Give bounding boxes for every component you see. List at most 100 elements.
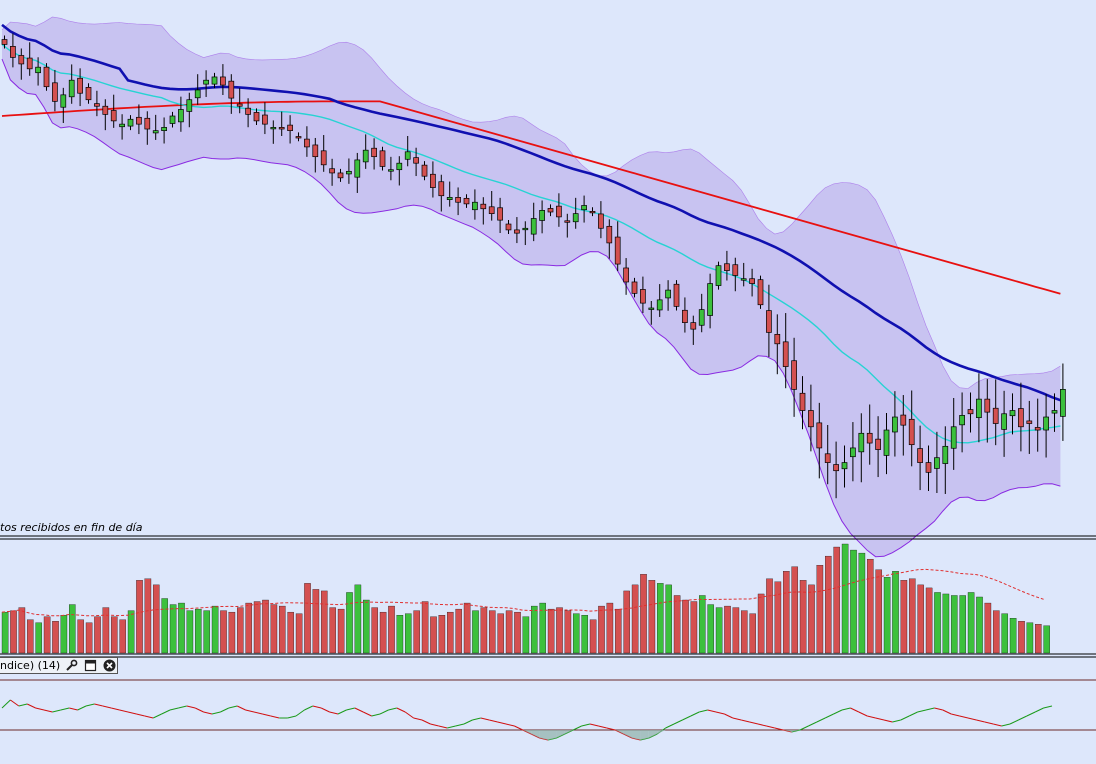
indicator-line-segment (169, 707, 179, 711)
volume-bar-up (346, 592, 353, 654)
candle-down (1018, 408, 1024, 428)
candle-down (925, 462, 932, 473)
wrench-icon (66, 659, 78, 671)
settings-button[interactable] (64, 659, 79, 672)
volume-bar-down (119, 619, 126, 654)
volume-bar-up (892, 571, 899, 654)
candle-up (1001, 413, 1007, 430)
candle-up (472, 201, 478, 211)
indicator-line-segment (589, 723, 599, 727)
indicator-line-segment (993, 723, 1002, 727)
volume-bar-up (715, 607, 723, 654)
volume-bar-up (581, 615, 588, 654)
indicator-panel (0, 679, 1096, 741)
indicator-line-segment (111, 707, 120, 711)
volume-bar-down (615, 608, 622, 654)
indicator-line-segment (388, 707, 397, 711)
candle-down (1, 39, 8, 45)
close-button[interactable] (102, 659, 117, 672)
volume-bar-up (522, 616, 530, 654)
volume-bar-up (539, 602, 546, 654)
indicator-line-segment (430, 723, 439, 727)
volume-bar-down (867, 558, 874, 654)
indicator-line-segment (951, 713, 960, 717)
indicator-line-segment (581, 723, 591, 727)
volume-bar-down (85, 622, 93, 654)
indicator-oversold-fill (657, 730, 666, 734)
candle-down (1026, 420, 1033, 424)
candle-down (480, 203, 487, 210)
volume-bar-down (102, 607, 110, 654)
bollinger-lower-line (1, 58, 1061, 558)
candle-up (178, 109, 184, 123)
indicator-line-segment (52, 709, 61, 713)
indicator-line-segment (1043, 705, 1053, 709)
volume-bar-down (816, 565, 824, 654)
indicator-line-segment (489, 719, 498, 723)
candle-up (119, 123, 125, 128)
volume-bar-up (178, 602, 185, 654)
indicator-line-segment (984, 721, 994, 725)
candle-down (992, 407, 999, 424)
indicator-line-segment (77, 705, 87, 711)
ma-short-line (1, 43, 1061, 444)
indicator-line-segment (858, 711, 868, 717)
volume-bar-down (430, 616, 437, 654)
indicator-oversold-fill (531, 730, 540, 738)
candle-down (866, 432, 873, 444)
candle-up (194, 89, 201, 99)
indicator-line-segment (724, 713, 734, 719)
volume-panel (1, 543, 1050, 654)
volume-bar-down (589, 619, 597, 654)
volume-average-line (1, 568, 1044, 617)
indicator-line-segment (26, 703, 36, 709)
candle-down (228, 80, 235, 99)
indicator-line-segment (379, 709, 389, 715)
indicator-line-segment (194, 707, 204, 713)
volume-bar-up (1043, 625, 1050, 654)
indicator-line-segment (497, 721, 507, 725)
indicator-line-segment (102, 705, 112, 709)
indicator-line-segment (295, 709, 305, 717)
indicator-line-segment (514, 725, 524, 731)
indicator-line-segment (774, 727, 784, 731)
volume-bar-up (665, 584, 672, 654)
candle-down (598, 213, 604, 229)
volume-bar-down (757, 593, 765, 654)
candle-up (976, 398, 982, 419)
candle-down (337, 172, 344, 179)
volume-bar-up (211, 605, 219, 654)
volume-bar-up (472, 610, 479, 654)
volume-bar-down (925, 587, 933, 654)
volume-bar-down (732, 607, 740, 654)
indicator-line-segment (69, 707, 78, 711)
volume-bar-down (220, 610, 227, 654)
candle-up (648, 307, 655, 310)
candle-down (724, 263, 730, 271)
volume-bar-down (136, 580, 143, 654)
volume-bar-down (43, 616, 51, 654)
candle-down (236, 103, 243, 107)
maximize-button[interactable] (83, 659, 98, 672)
volume-bar-up (883, 577, 891, 654)
indicator-line-segment (404, 711, 414, 719)
price-panel (1, 16, 1066, 558)
volume-bar-down (631, 584, 639, 654)
candle-down (295, 136, 302, 139)
indicator-line-segment (757, 723, 767, 727)
candle-down (824, 453, 831, 463)
volume-bar-down (682, 599, 689, 654)
volume-bar-down (111, 616, 118, 654)
indicator-line-segment (606, 727, 616, 731)
indicator-line-segment (127, 711, 137, 715)
indicator-line-segment (262, 713, 271, 717)
candle-down (262, 114, 268, 125)
volume-bar-up (850, 549, 857, 654)
candle-up (60, 94, 67, 108)
indicator-oversold-fill (522, 730, 532, 734)
candle-down (967, 409, 974, 415)
candle-down (984, 398, 991, 413)
volume-bar-up (934, 592, 941, 654)
volume-bar-up (1009, 618, 1017, 654)
